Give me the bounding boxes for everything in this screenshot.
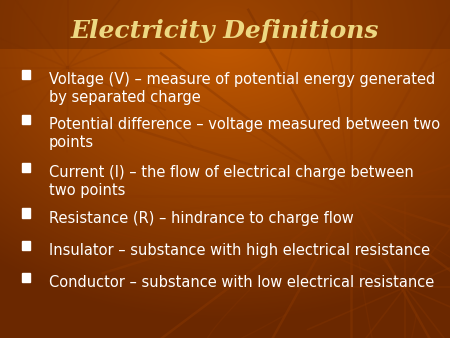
Text: Voltage (V) – measure of potential energy generated
by separated charge: Voltage (V) – measure of potential energ… [49, 72, 435, 105]
FancyBboxPatch shape [22, 273, 30, 282]
FancyBboxPatch shape [22, 115, 30, 124]
FancyBboxPatch shape [0, 0, 450, 49]
FancyBboxPatch shape [22, 163, 30, 172]
FancyBboxPatch shape [22, 209, 30, 218]
Text: Potential difference – voltage measured between two
points: Potential difference – voltage measured … [49, 117, 440, 150]
Text: Insulator – substance with high electrical resistance: Insulator – substance with high electric… [49, 243, 430, 258]
Text: Conductor – substance with low electrical resistance: Conductor – substance with low electrica… [49, 275, 434, 290]
Text: Resistance (R) – hindrance to charge flow: Resistance (R) – hindrance to charge flo… [49, 211, 353, 226]
Text: Electricity Definitions: Electricity Definitions [71, 19, 379, 43]
FancyBboxPatch shape [22, 241, 30, 250]
FancyBboxPatch shape [22, 70, 30, 79]
Text: Current (I) – the flow of electrical charge between
two points: Current (I) – the flow of electrical cha… [49, 165, 414, 198]
